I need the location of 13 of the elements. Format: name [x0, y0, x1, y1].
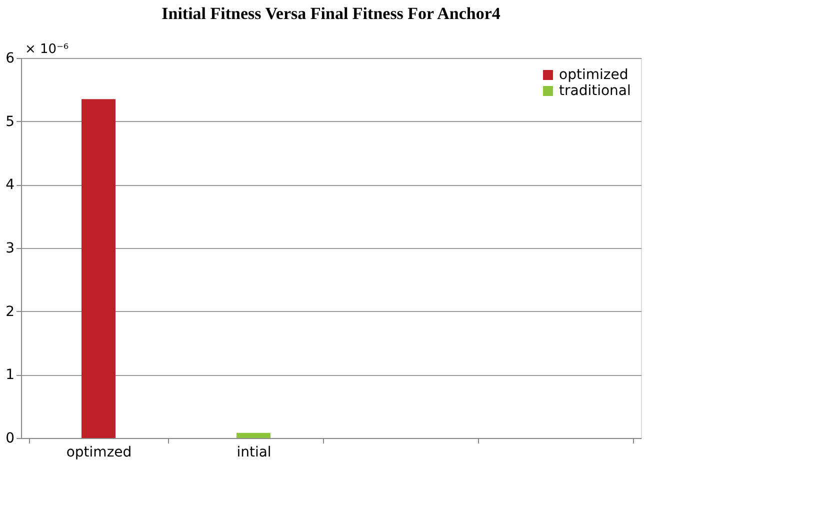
y-tick-label: 0 [6, 430, 14, 446]
legend-label: optimized [559, 67, 628, 83]
y-tick-label: 6 [6, 50, 15, 66]
x-tick-label: optimzed [66, 444, 132, 460]
y-tick-label: 1 [6, 367, 14, 384]
x-tick-label: intial [236, 444, 272, 460]
text: × 10⁻⁶ [25, 42, 69, 57]
legend-label: traditional [559, 83, 631, 99]
chart-title: Initial Fitness Versa Final Fitness For Anchor4 [162, 4, 501, 23]
y-tick-label: 5 [6, 114, 14, 130]
y-tick-label: 4 [6, 177, 15, 194]
y-tick-label: 2 [6, 304, 14, 320]
y-tick-label: 3 [6, 240, 14, 256]
